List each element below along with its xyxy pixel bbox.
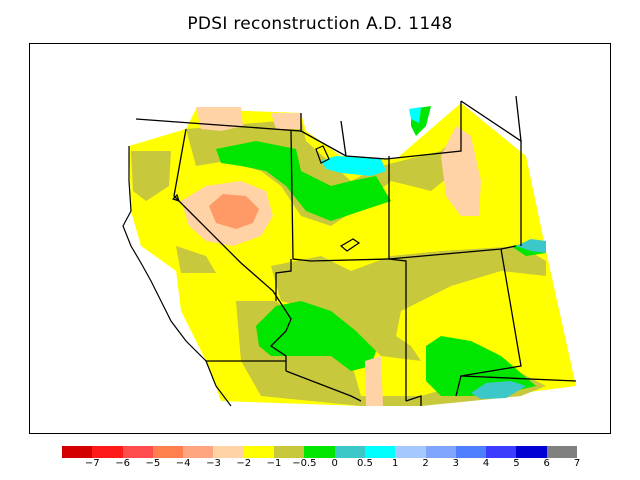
- boundary-line: [275, 259, 292, 301]
- boundary-line: [300, 101, 462, 160]
- boundary-line: [285, 370, 362, 402]
- pdsi-green-area-southeast: [426, 336, 536, 396]
- boundary-line: [388, 156, 407, 401]
- boundary-line: [290, 130, 390, 262]
- legend-tick-label: 0: [331, 458, 338, 469]
- legend-swatch: [516, 446, 547, 458]
- legend-swatch: [364, 446, 396, 458]
- boundary-line: [455, 248, 522, 397]
- legend-tick-label: 0.5: [356, 458, 373, 469]
- legend-tick-label: −3: [206, 458, 221, 469]
- legend-tick-label: 7: [573, 458, 581, 469]
- legend-swatch: [243, 446, 275, 458]
- pdsi-teal-area-southeast: [471, 381, 526, 399]
- legend-tick-label: −5: [145, 458, 161, 469]
- boundary-line: [173, 128, 292, 371]
- legend-tick-label: −7: [84, 458, 100, 469]
- legend-color-bar: [62, 446, 578, 458]
- lake-tahoe: [171, 193, 180, 202]
- legend-tick-label: 3: [452, 458, 459, 469]
- legend-tick-label: −6: [115, 458, 130, 469]
- legend-swatch: [122, 446, 153, 458]
- coastline: [122, 146, 232, 407]
- legend-tick-label: −1: [266, 458, 282, 469]
- color-legend: [62, 446, 578, 458]
- legend-swatch: [304, 446, 335, 458]
- pdsi-olive-band-center: [271, 246, 546, 361]
- map-frame: [29, 43, 611, 434]
- pdsi-light-orange-area-northeast: [441, 126, 481, 216]
- ocean-area: [30, 44, 236, 433]
- legend-swatch: [183, 446, 214, 458]
- legend-swatch: [425, 446, 456, 458]
- pdsi-teal-area-east: [516, 239, 546, 253]
- legend-swatch: [546, 446, 578, 458]
- boundary-line: [460, 95, 522, 143]
- legend-swatch: [152, 446, 184, 458]
- pdsi-green-area-south: [256, 301, 376, 371]
- pdsi-green-area-north: [216, 141, 391, 221]
- pdsi-light-orange-area-northwest: [196, 107, 243, 131]
- legend-tick-label: −0.5: [292, 458, 317, 469]
- lake-yellowstone: [315, 145, 330, 164]
- map-title: PDSI reconstruction A.D. 1148: [187, 14, 453, 34]
- pdsi-map: [30, 44, 577, 433]
- legend-swatch: [395, 446, 426, 458]
- pdsi-light-orange-area-south: [365, 356, 383, 406]
- legend-swatch: [62, 446, 93, 458]
- pdsi-olive-band-south: [236, 301, 546, 406]
- pdsi-light-orange-area-north: [271, 113, 301, 129]
- legend-tick-labels: −7 −6 −5 −4 −3 −2 −1 −0.5 0 0.5 1 2 3 4 5 6 7: [0, 458, 640, 472]
- legend-swatch: [455, 446, 487, 458]
- legend-swatch: [92, 446, 123, 458]
- boundary-line: [405, 395, 422, 406]
- pdsi-cyan-area-north: [321, 156, 386, 176]
- legend-tick-label: 6: [543, 458, 550, 469]
- pdsi-orange-area-center: [209, 194, 259, 229]
- legend-tick-label: −4: [175, 458, 191, 469]
- legend-swatch: [486, 446, 517, 458]
- pdsi-olive-band-west: [131, 151, 171, 201]
- boundary-line: [340, 120, 347, 157]
- pdsi-olive-patch-west: [176, 246, 216, 273]
- legend-swatch: [334, 446, 365, 458]
- pdsi-cyan-area-nw-corner: [409, 107, 421, 123]
- boundary-line: [460, 375, 577, 382]
- lake-great-salt: [339, 238, 361, 252]
- state-boundaries: [135, 95, 577, 406]
- legend-tick-label: 4: [482, 458, 490, 469]
- legend-tick-label: 1: [392, 458, 399, 469]
- legend-swatch: [213, 446, 244, 458]
- legend-tick-label: 2: [422, 458, 429, 469]
- legend-swatch: [274, 446, 305, 458]
- legend-tick-label: 5: [513, 458, 520, 469]
- legend-tick-label: −2: [236, 458, 252, 469]
